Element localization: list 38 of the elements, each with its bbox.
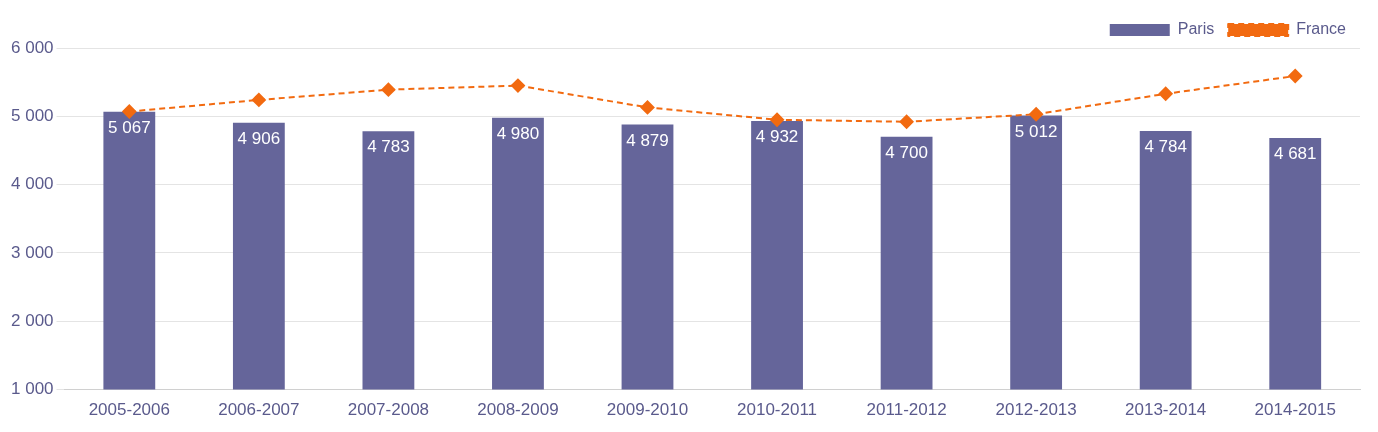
point [640, 100, 655, 115]
x-tick-label: 2008-2009 [477, 400, 559, 420]
legend-label: France [1296, 20, 1347, 38]
x-tick-label: 2006-2007 [218, 400, 300, 420]
point [1158, 86, 1173, 101]
data-label: 5 067 [108, 117, 151, 137]
y-tick-label: 6 000 [10, 37, 54, 57]
y-tick-label: 3 000 [10, 242, 54, 262]
data-label: 4 783 [367, 137, 410, 157]
point [1288, 69, 1303, 84]
x-tick-label: 2005-2006 [88, 400, 170, 420]
data-label: 4 700 [885, 143, 928, 162]
point [122, 104, 137, 119]
data-label: 4 879 [626, 130, 669, 150]
x-tick-label: 2012-2013 [995, 400, 1077, 420]
x-tick-label: 2011-2012 [866, 400, 947, 420]
data-label: 4 681 [1273, 144, 1317, 164]
y-tick-label: 1 000 [10, 379, 54, 399]
point [381, 82, 396, 97]
point [1029, 107, 1044, 122]
data-label: 4 980 [496, 123, 540, 143]
legend-label: Paris [1177, 20, 1215, 38]
x-tick-label: 2010-2011 [737, 400, 818, 420]
point [510, 78, 525, 93]
x-tick-label: 2014-2015 [1254, 400, 1336, 420]
y-tick-label: 2 000 [10, 310, 54, 330]
x-tick-label: 2007-2008 [347, 400, 430, 420]
point [899, 114, 914, 129]
data-label: 4 784 [1144, 137, 1187, 157]
data-label: 5 012 [1014, 121, 1058, 141]
point [251, 92, 266, 107]
y-tick-label: 4 000 [10, 174, 54, 194]
point [770, 112, 785, 127]
y-tick-label: 5 000 [10, 106, 54, 126]
data-label: 4 906 [237, 128, 281, 148]
data-label: 4 932 [755, 127, 799, 147]
x-tick-label: 2013-2014 [1125, 400, 1207, 420]
x-tick-label: 2009-2010 [606, 400, 689, 420]
